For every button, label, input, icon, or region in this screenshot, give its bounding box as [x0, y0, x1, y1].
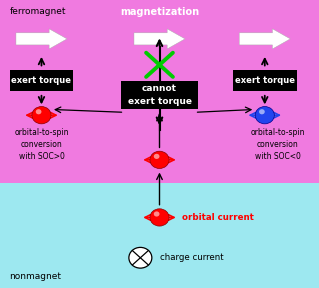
Text: orbital current: orbital current [182, 213, 254, 222]
Text: nonmagnet: nonmagnet [10, 272, 62, 281]
FancyArrow shape [239, 29, 290, 49]
Text: ferromagnet: ferromagnet [10, 7, 66, 16]
Circle shape [154, 154, 160, 159]
Circle shape [150, 209, 169, 226]
Circle shape [154, 211, 160, 217]
Bar [121, 81, 198, 109]
Circle shape [36, 109, 41, 114]
Text: cannot
exert torque: cannot exert torque [128, 84, 191, 106]
Text: exert torque: exert torque [11, 76, 71, 85]
Bar [10, 70, 73, 92]
Bar [0, 183, 319, 288]
Circle shape [150, 151, 169, 168]
Bar [0, 0, 319, 183]
Text: charge current: charge current [160, 253, 223, 262]
Text: orbital-to-spin
conversion
with SOC<0: orbital-to-spin conversion with SOC<0 [250, 128, 305, 161]
Circle shape [129, 247, 152, 268]
Circle shape [255, 107, 274, 124]
FancyArrow shape [16, 29, 67, 49]
Text: exert torque: exert torque [235, 76, 295, 85]
FancyArrow shape [134, 29, 185, 49]
Bar [233, 70, 297, 92]
Circle shape [259, 109, 265, 114]
Text: orbital-to-spin
conversion
with SOC>0: orbital-to-spin conversion with SOC>0 [14, 128, 69, 161]
Circle shape [32, 107, 51, 124]
Text: magnetization: magnetization [120, 7, 199, 17]
